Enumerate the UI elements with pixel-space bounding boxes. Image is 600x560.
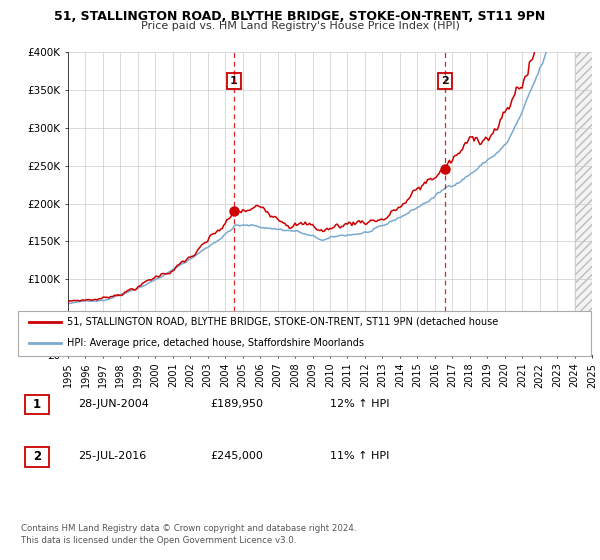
Bar <box>575 52 600 355</box>
Text: 11% ↑ HPI: 11% ↑ HPI <box>330 451 389 461</box>
Text: 2: 2 <box>33 450 41 464</box>
Text: 1: 1 <box>230 76 238 86</box>
FancyBboxPatch shape <box>18 311 591 356</box>
Text: £245,000: £245,000 <box>210 451 263 461</box>
Bar <box>575 52 600 355</box>
Text: 12% ↑ HPI: 12% ↑ HPI <box>330 399 389 409</box>
Text: 2: 2 <box>441 76 449 86</box>
Text: 25-JUL-2016: 25-JUL-2016 <box>78 451 146 461</box>
Text: 51, STALLINGTON ROAD, BLYTHE BRIDGE, STOKE-ON-TRENT, ST11 9PN: 51, STALLINGTON ROAD, BLYTHE BRIDGE, STO… <box>55 10 545 23</box>
Text: 28-JUN-2004: 28-JUN-2004 <box>78 399 149 409</box>
Text: HPI: Average price, detached house, Staffordshire Moorlands: HPI: Average price, detached house, Staf… <box>67 338 364 348</box>
Text: Price paid vs. HM Land Registry's House Price Index (HPI): Price paid vs. HM Land Registry's House … <box>140 21 460 31</box>
Text: 1: 1 <box>33 398 41 412</box>
Text: 51, STALLINGTON ROAD, BLYTHE BRIDGE, STOKE-ON-TRENT, ST11 9PN (detached house: 51, STALLINGTON ROAD, BLYTHE BRIDGE, STO… <box>67 317 498 327</box>
Text: £189,950: £189,950 <box>210 399 263 409</box>
Text: Contains HM Land Registry data © Crown copyright and database right 2024.
This d: Contains HM Land Registry data © Crown c… <box>21 524 356 545</box>
